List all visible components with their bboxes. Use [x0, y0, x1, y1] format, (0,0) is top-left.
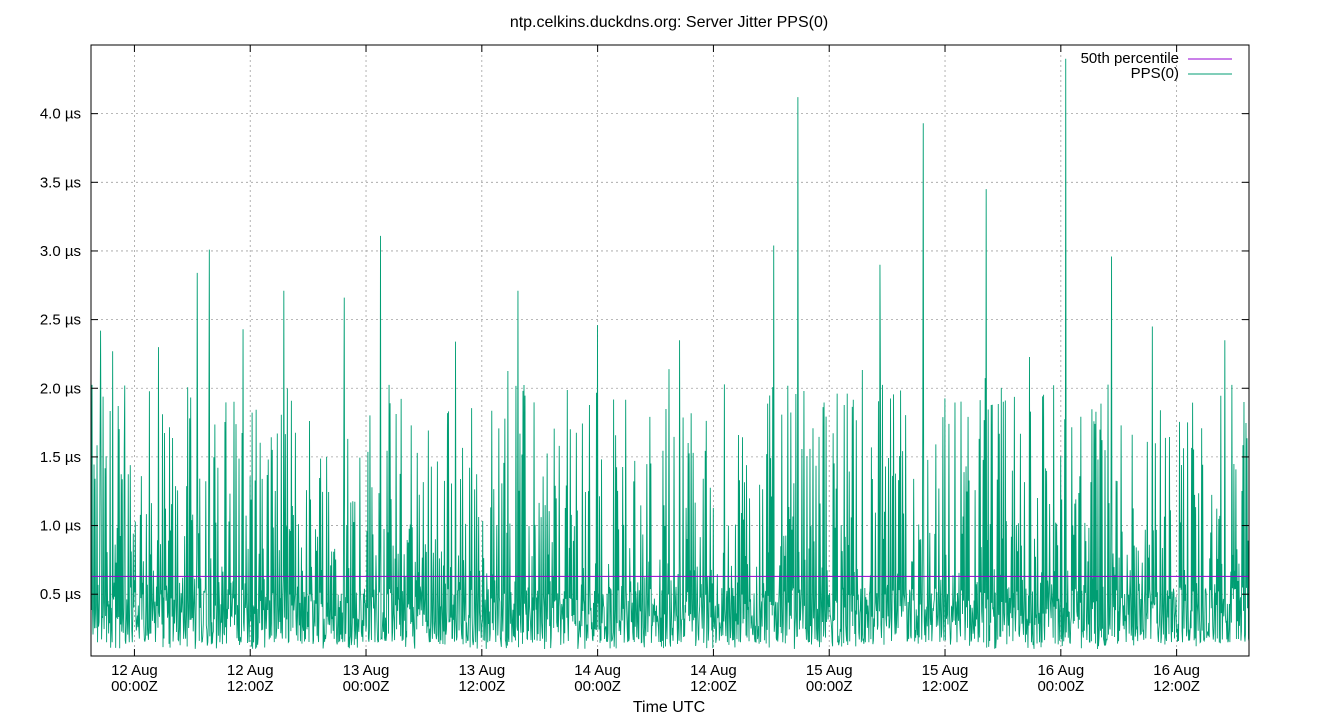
x-axis: 12 Aug 00:00Z 12 Aug 12:00Z 13 Aug 00:00Z 13 A…: [111, 45, 1200, 695]
x-tick-label: 15 Aug 00:00Z: [806, 662, 853, 695]
x-tick-label: 15 Aug 12:00Z: [922, 662, 969, 695]
x-tick-label: 16 Aug 00:00Z: [1037, 662, 1084, 695]
y-tick-label: 1.5 µs: [40, 449, 81, 466]
y-tick-label: 1.0 µs: [40, 518, 81, 535]
x-tick-label: 13 Aug 00:00Z: [343, 662, 390, 695]
legend-label: 50th percentile: [1081, 50, 1179, 67]
series-line-pps0: [90, 58, 1250, 650]
y-tick-label: 4.0 µs: [40, 106, 81, 123]
y-tick-label: 0.5 µs: [40, 586, 81, 603]
y-tick-label: 2.0 µs: [40, 380, 81, 397]
y-tick-label: 3.5 µs: [40, 174, 81, 191]
y-tick-label: 2.5 µs: [40, 312, 81, 329]
x-tick-label: 14 Aug 00:00Z: [574, 662, 621, 695]
plot-area: [90, 58, 1250, 650]
plot-border: [90, 44, 1250, 657]
x-tick-label: 12 Aug 12:00Z: [227, 662, 274, 695]
x-axis-label: Time UTC: [633, 699, 705, 716]
y-tick-label: 3.0 µs: [40, 243, 81, 260]
legend-label: PPS(0): [1131, 65, 1179, 82]
x-tick-label: 16 Aug 12:00Z: [1153, 662, 1200, 695]
x-tick-label: 12 Aug 00:00Z: [111, 662, 158, 695]
x-tick-label: 14 Aug 12:00Z: [690, 662, 737, 695]
chart-title: ntp.celkins.duckdns.org: Server Jitter P…: [510, 14, 828, 31]
y-axis: 0.5 µs 1.0 µs 1.5 µs 2.0 µs 2.5 µs 3.0 µs 3.5 …: [40, 106, 1249, 603]
x-tick-label: 13 Aug 12:00Z: [458, 662, 505, 695]
